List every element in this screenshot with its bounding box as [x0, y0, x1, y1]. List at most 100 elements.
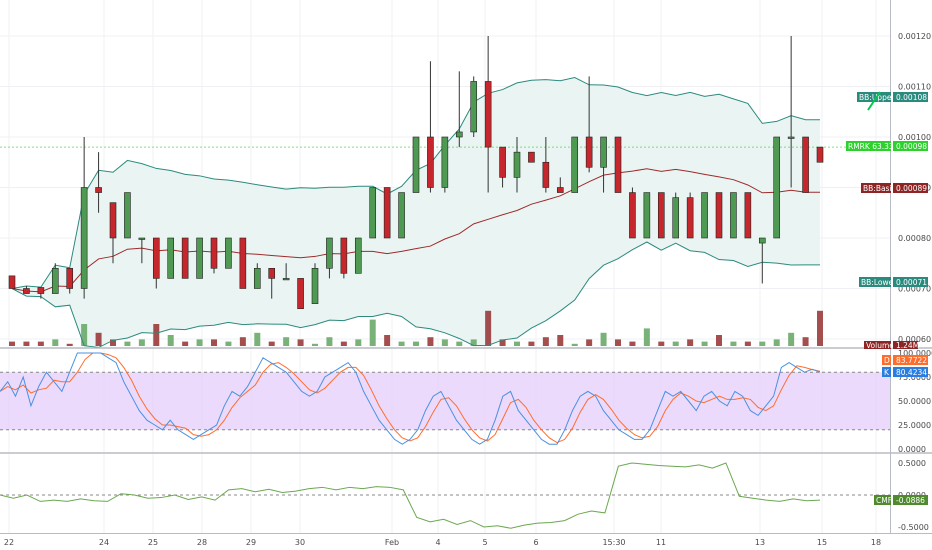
- volume-bar: [52, 339, 59, 346]
- candle-body: [556, 187, 564, 193]
- candle-body: [369, 187, 377, 239]
- candle-body: [398, 192, 405, 239]
- candle-body: [8, 275, 16, 289]
- volume-bar: [528, 341, 535, 346]
- volume-label: Volume: [866, 341, 894, 350]
- candle-body: [614, 136, 622, 193]
- volume-bar: [788, 332, 795, 346]
- time-tick-label: 28: [197, 538, 207, 547]
- stoch-k-label: K: [884, 368, 890, 377]
- candle-body: [657, 192, 665, 239]
- volume-bar: [355, 339, 362, 346]
- volume-bar: [23, 341, 30, 346]
- candle-body: [37, 287, 45, 294]
- volume-bar: [268, 341, 275, 346]
- candle-body: [412, 136, 420, 193]
- price-tick-label: 0.00100: [898, 133, 931, 142]
- candle-body: [470, 81, 478, 133]
- rmrk-price-tag: RMRK 63.33% 0.00098: [846, 141, 928, 151]
- volume-bar: [817, 310, 823, 346]
- volume-bar: [586, 339, 593, 346]
- candle-body: [181, 237, 189, 279]
- stoch-tick-label: 75.0000: [898, 373, 931, 382]
- candle-body: [282, 278, 290, 281]
- bb-lower-tag: BB:Lower 0.00071: [859, 277, 928, 287]
- candle-body: [484, 81, 492, 148]
- volume-bar: [239, 337, 246, 346]
- candle-body: [383, 187, 391, 239]
- time-tick-label: 13: [755, 538, 765, 547]
- volume-bar: [81, 324, 88, 346]
- stoch-axis[interactable]: 100.0000 75.0000 50.0000 25.0000 0.0000: [898, 349, 932, 454]
- candle-body: [499, 146, 506, 178]
- volume-bar: [37, 341, 44, 346]
- price-tick-label: 0.00070: [898, 285, 931, 294]
- volume-bar: [384, 335, 391, 346]
- time-tick-label: 15:30: [602, 538, 625, 547]
- candle-body: [354, 237, 362, 274]
- stochastic-plot: [0, 352, 890, 445]
- cmf-tick-label: -0.5000: [898, 523, 929, 532]
- candle-body: [643, 192, 651, 239]
- time-tick-label: 15: [817, 538, 827, 547]
- volume-bar: [441, 339, 448, 346]
- volume-bar: [254, 332, 261, 346]
- candle-body: [167, 237, 175, 279]
- candle-body: [326, 237, 333, 269]
- cmf-value: -0.0886: [896, 496, 925, 505]
- time-axis[interactable]: 22 24 25 28 29 30 Feb 4 5 6 15:30 11 13 15 18: [4, 538, 881, 547]
- time-tick-label: 24: [99, 538, 109, 547]
- candle-body: [513, 151, 521, 178]
- candle-body: [758, 237, 766, 244]
- volume-bar: [701, 341, 708, 346]
- candle-body: [253, 267, 261, 289]
- bb-lower-label: BB:Lower: [861, 278, 897, 287]
- volume-bar: [557, 335, 564, 346]
- stoch-k-tag: K 80.4234: [882, 367, 928, 377]
- candle-body: [239, 237, 247, 289]
- volume-bar: [485, 310, 492, 346]
- stoch-tick-label: 100.0000: [898, 349, 932, 358]
- stoch-d-tag: D 83.7722: [882, 355, 928, 365]
- volume-bar: [297, 339, 304, 346]
- volume-bar: [340, 341, 347, 346]
- volume-bar: [326, 337, 333, 346]
- volume-bar: [542, 337, 549, 346]
- stoch-tick-label: 0.0000: [898, 445, 926, 454]
- rmrk-value: 0.00098: [896, 142, 927, 151]
- candle-body: [297, 278, 304, 309]
- candle-body: [816, 146, 824, 163]
- candle-body: [66, 267, 74, 289]
- time-tick-label: 4: [435, 538, 440, 547]
- bb-lower-line: [11, 241, 820, 349]
- candle-body: [600, 136, 607, 168]
- volume-bar: [124, 341, 131, 346]
- candle-body: [528, 151, 535, 163]
- time-tick-label: 30: [295, 538, 305, 547]
- candle-body: [23, 288, 30, 294]
- candle-body: [109, 202, 117, 239]
- price-tick-label: 0.00080: [898, 234, 931, 243]
- candle-body: [701, 192, 708, 239]
- candle-body: [210, 237, 218, 269]
- candle-body: [773, 136, 781, 239]
- volume-bar: [312, 343, 318, 346]
- volume-bar: [716, 335, 722, 346]
- drawing-line[interactable]: [867, 91, 881, 111]
- candle-body: [51, 267, 59, 294]
- volume-bar: [427, 337, 434, 346]
- volume-bar: [167, 335, 174, 346]
- volume-bar: [283, 337, 290, 346]
- volume-bar: [153, 324, 160, 346]
- volume-bar: [571, 343, 578, 346]
- volume-bar: [730, 341, 737, 346]
- volume-bar: [759, 341, 766, 346]
- time-tick-label: 6: [533, 538, 538, 547]
- volume-bar: [9, 341, 15, 346]
- cmf-pane[interactable]: [0, 455, 890, 531]
- volume-bar: [138, 339, 145, 346]
- candle-body: [629, 192, 636, 239]
- bb-lower-value: 0.00071: [896, 278, 927, 287]
- candle-body: [571, 136, 579, 193]
